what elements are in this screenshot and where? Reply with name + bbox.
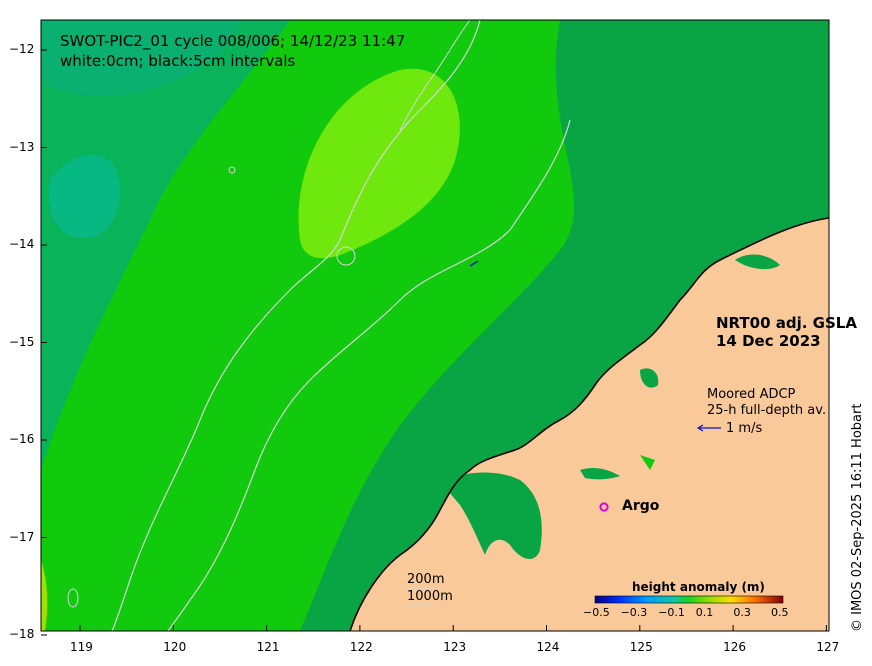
lat-tick-label: −14 [9,237,35,251]
coastline [349,217,829,631]
argo-marker-icon [599,502,609,512]
plot-frame [40,19,830,632]
lon-tick-label: 127 [816,640,840,654]
lat-tick-label: −13 [9,139,35,154]
contour-200m [111,20,481,631]
lat-tick-label: −12 [9,42,35,56]
lat-tick-label: −16 [9,432,35,446]
teal-patch-west [48,154,120,239]
island-green [640,455,655,470]
adcp-scale-label: 1 m/s [726,421,763,436]
plot-subtitle: white:0cm; black:5cm intervals [60,52,296,70]
depth-legend-1000m: 1000m [407,589,453,604]
depth-legend-200m: 200m [407,572,445,587]
adcp-arrow-icon [469,260,479,267]
credit-text: © IMOS 02-Sep-2025 16:11 Hobart [850,403,865,632]
inlet-ne [735,254,780,270]
adcp-description: 25-h full-depth av. [707,403,827,418]
sea-level-field [41,20,829,631]
lon-tick-label: 119 [70,640,93,654]
adcp-scale-arrow-icon [696,424,721,432]
inlet-north [640,368,659,388]
lon-tick-label: 122 [349,640,373,654]
colorbar-tick-label: 0.1 [695,606,714,619]
low-anomaly-region-west [41,20,290,470]
colorbar-tick-label: 0.3 [733,606,751,619]
colorbar [594,595,784,604]
lat-tick-label: −18 [9,627,35,641]
contour-1000m [167,119,571,631]
inlet-king-sound [445,472,542,560]
lat-tick-label: −17 [9,529,35,544]
axis-ticks [41,49,827,636]
contour-coastal [399,20,471,131]
lon-tick-label: 126 [723,640,746,654]
adcp-label: Moored ADCP [707,387,796,402]
bright-patch-southwest [41,560,48,631]
product-date: 14 Dec 2023 [716,332,821,350]
land [350,218,829,631]
plot-title: SWOT-PIC2_01 cycle 008/006; 14/12/23 11:… [60,32,406,50]
argo-label: Argo [622,498,660,514]
colorbar-tick-label: −0.5 [583,606,610,619]
colorbar-tick-label: −0.3 [620,606,648,619]
colorbar-tick-label: −0.1 [658,606,685,619]
lat-tick-label: −15 [9,334,35,349]
lon-tick-label: 125 [629,640,653,654]
teal-patch-north [41,20,240,97]
inlet-collier-bay [580,467,620,480]
colorbar-tick-label: 0.5 [771,606,789,619]
lon-tick-label: 123 [443,640,467,654]
product-name: NRT00 adj. GSLA [716,314,857,332]
lon-tick-label: 120 [163,640,187,654]
high-anomaly-region [298,68,460,259]
lon-tick-label: 121 [256,640,280,654]
lon-tick-label: 124 [536,640,560,654]
colorbar-title: height anomaly (m) [632,580,765,594]
